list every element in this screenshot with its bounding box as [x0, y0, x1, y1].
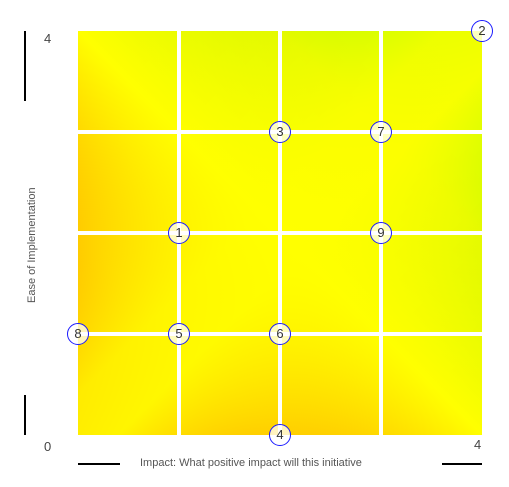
x-tick-max: 4: [474, 437, 482, 452]
data-point-3[interactable]: 3: [269, 121, 291, 143]
data-point-2[interactable]: 2: [471, 20, 493, 42]
x-axis-bar-right: [442, 463, 482, 465]
y-axis-bar-top: [24, 31, 26, 101]
y-axis-label: Ease of Implementation: [26, 187, 38, 303]
data-point-7[interactable]: 7: [370, 121, 392, 143]
data-point-5[interactable]: 5: [168, 323, 190, 345]
y-axis-bar-bottom: [24, 395, 26, 435]
y-tick-max: 4: [44, 31, 52, 46]
x-axis-label: Impact: What positive impact will this i…: [140, 457, 362, 469]
plot-area: [78, 31, 482, 435]
data-point-4[interactable]: 4: [269, 424, 291, 446]
x-axis-bar-left: [78, 463, 120, 465]
data-point-8[interactable]: 8: [67, 323, 89, 345]
data-point-9[interactable]: 9: [370, 222, 392, 244]
data-point-6[interactable]: 6: [269, 323, 291, 345]
grid-line-horizontal: [78, 231, 482, 235]
origin-tick: 0: [44, 439, 52, 454]
data-point-1[interactable]: 1: [168, 222, 190, 244]
